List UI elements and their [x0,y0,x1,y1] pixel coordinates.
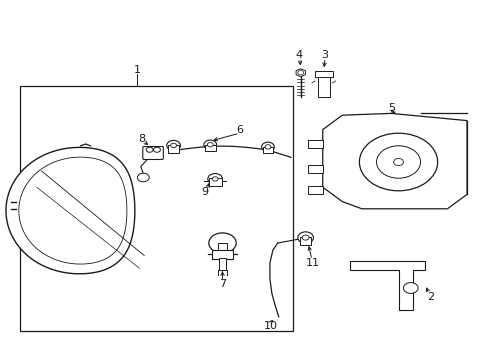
Bar [20,86,293,331]
Circle shape [393,158,403,166]
Text: 4: 4 [295,50,302,60]
Bar [211,250,233,259]
Circle shape [170,143,176,148]
Bar [299,237,311,245]
FancyBboxPatch shape [142,147,163,159]
Text: 1: 1 [133,65,140,75]
Polygon shape [349,261,425,310]
Text: 11: 11 [305,258,319,268]
Bar [307,186,322,194]
Text: 8: 8 [138,134,145,144]
Bar [218,258,226,270]
Circle shape [302,235,308,240]
Bar [262,147,273,153]
Text: 7: 7 [219,279,225,289]
Circle shape [264,145,270,149]
Circle shape [208,233,236,253]
Text: 10: 10 [263,321,277,331]
Bar [317,76,329,97]
Circle shape [376,146,420,178]
Circle shape [166,140,180,150]
Circle shape [403,283,417,293]
Circle shape [261,142,274,152]
Polygon shape [6,147,135,274]
Polygon shape [322,113,466,209]
Circle shape [153,147,160,152]
Circle shape [297,71,303,75]
Bar [217,243,227,252]
Circle shape [212,177,218,181]
Polygon shape [295,69,305,77]
Circle shape [359,133,437,191]
Bar [208,178,221,186]
Bar [167,145,179,153]
Circle shape [203,140,216,149]
Bar [307,140,322,148]
Bar [314,71,332,77]
Text: 3: 3 [321,50,328,60]
Text: 5: 5 [387,103,394,113]
Circle shape [146,147,153,152]
Circle shape [297,232,313,243]
Circle shape [207,143,213,147]
Text: 9: 9 [201,187,207,197]
Bar [307,165,322,173]
Circle shape [207,174,222,184]
Text: 6: 6 [236,125,243,135]
Circle shape [137,173,149,182]
Bar [204,145,215,151]
Text: 2: 2 [426,292,433,302]
